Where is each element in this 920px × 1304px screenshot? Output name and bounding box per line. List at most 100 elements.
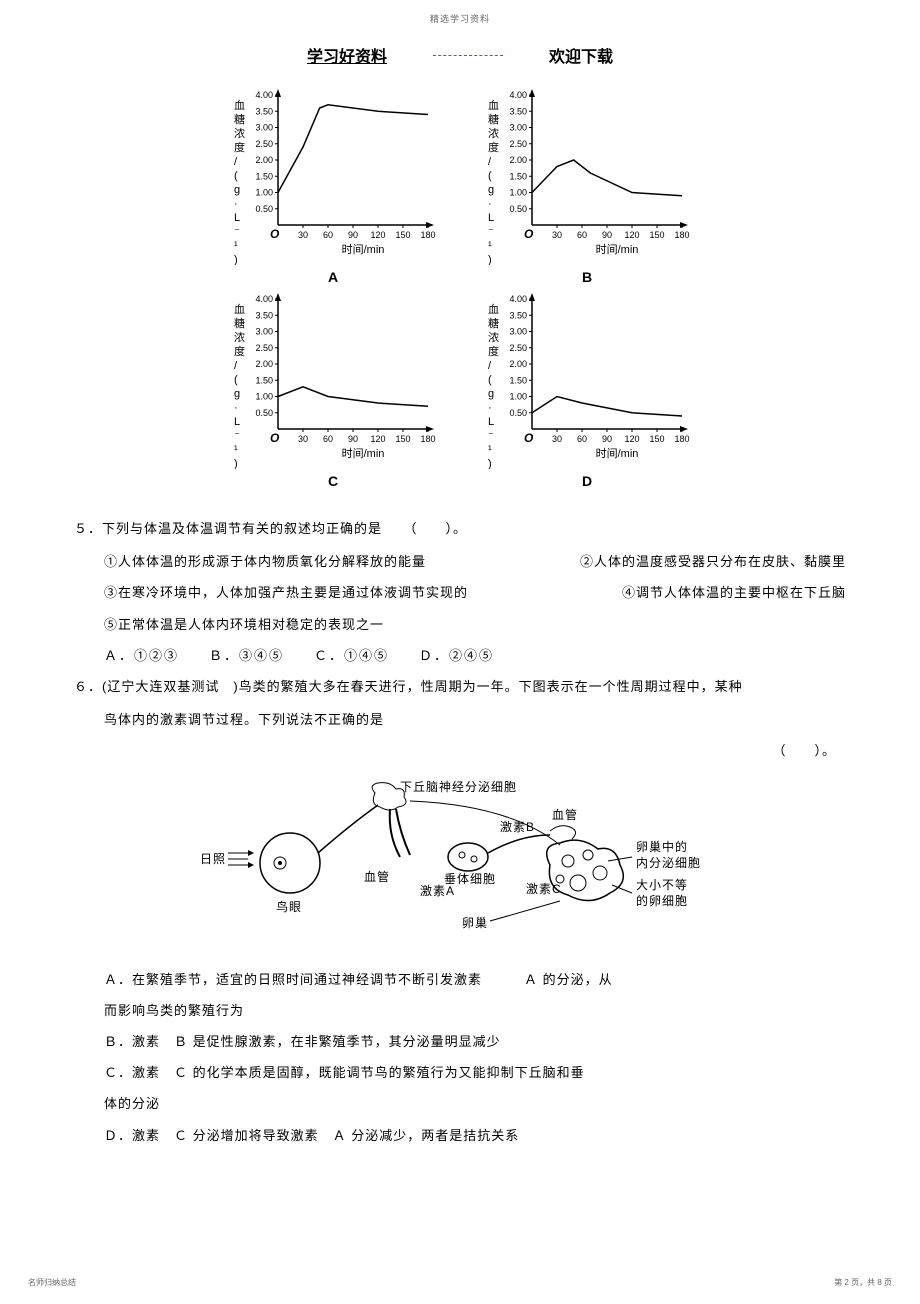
svg-text:/: / [488, 156, 492, 168]
svg-text:0.50: 0.50 [509, 408, 527, 418]
content: ５．下列与体温及体温调节有关的叙述均正确的是 （ ）。 ①人体体温的形成源于体内… [0, 493, 920, 1151]
svg-text:3.00: 3.00 [255, 123, 273, 133]
svg-text:0.50: 0.50 [509, 204, 527, 214]
svg-text:时间/min: 时间/min [596, 447, 639, 460]
sub-header-left: 学习好资料 [307, 43, 387, 67]
svg-text:激素B: 激素B [500, 820, 535, 834]
svg-text:2.00: 2.00 [255, 155, 273, 165]
chart-label-D: D [582, 473, 592, 489]
chart-label-A: A [328, 269, 338, 285]
svg-text:时间/min: 时间/min [342, 243, 385, 256]
svg-text:): ) [234, 254, 238, 265]
svg-text:浓: 浓 [488, 331, 499, 344]
svg-text:4.00: 4.00 [509, 294, 527, 304]
svg-text:糖: 糖 [234, 316, 245, 330]
svg-text:O: O [270, 227, 280, 241]
q6-stem2: 鸟体内的激素调节过程。下列说法不正确的是 [74, 704, 846, 735]
footer-right: 第 2 页，共 8 页 [834, 1277, 892, 1288]
svg-text:g: g [234, 388, 240, 400]
svg-text:60: 60 [323, 230, 333, 240]
svg-text:(: ( [234, 374, 238, 386]
svg-text:3.00: 3.00 [509, 327, 527, 337]
svg-text:3.50: 3.50 [255, 310, 273, 320]
svg-text:糖: 糖 [488, 316, 499, 330]
svg-text:⁻: ⁻ [234, 226, 240, 238]
svg-text:垂体细胞: 垂体细胞 [444, 872, 496, 886]
q6-b: Ｂ．激素 Ｂ 是促性腺激素，在非繁殖季节，其分泌量明显减少 [74, 1026, 846, 1057]
svg-text:⁻: ⁻ [234, 430, 240, 442]
svg-text:¹: ¹ [488, 444, 492, 456]
svg-text:): ) [488, 458, 492, 469]
q6-c2: 体的分泌 [74, 1088, 846, 1119]
dashed-divider [433, 55, 503, 56]
top-header: 精选学习资料 [0, 0, 920, 25]
q6-a: Ａ．在繁殖季节，适宜的日照时间通过神经调节不断引发激素 Ａ 的分泌，从 [74, 964, 846, 995]
svg-text:): ) [234, 458, 238, 469]
svg-text:1.00: 1.00 [509, 392, 527, 402]
svg-text:90: 90 [348, 230, 358, 240]
svg-text:激素A: 激素A [420, 884, 455, 898]
svg-text:120: 120 [624, 230, 639, 240]
svg-text:⁻: ⁻ [488, 430, 494, 442]
svg-text:·: · [488, 198, 492, 210]
svg-text:/: / [234, 360, 238, 372]
svg-text:2.50: 2.50 [255, 139, 273, 149]
svg-text:血管: 血管 [364, 869, 390, 884]
svg-text:2.50: 2.50 [255, 343, 273, 353]
svg-text:1.00: 1.00 [255, 392, 273, 402]
svg-text:1.50: 1.50 [255, 375, 273, 385]
svg-text:血: 血 [234, 98, 245, 112]
q6-c: Ｃ．激素 Ｃ 的化学本质是固醇，既能调节鸟的繁殖行为又能抑制下丘脑和垂 [74, 1057, 846, 1088]
svg-text:30: 30 [298, 230, 308, 240]
svg-text:卵巢中的: 卵巢中的 [636, 839, 688, 854]
svg-text:大小不等: 大小不等 [636, 878, 688, 892]
svg-text:180: 180 [420, 434, 435, 444]
svg-text:O: O [524, 431, 534, 445]
chart-D: 血糖浓度/(g·L⁻¹)0.501.001.502.002.503.003.50… [482, 289, 692, 489]
svg-text:L: L [488, 416, 494, 428]
q5-options: Ａ．①②③ Ｂ．③④⑤ Ｃ．①④⑤ Ｄ．②④⑤ [74, 640, 846, 671]
q5-s2: ②人体的温度感受器只分布在皮肤、黏膜里 [580, 546, 846, 577]
svg-text:150: 150 [649, 230, 664, 240]
svg-text:3.50: 3.50 [255, 106, 273, 116]
svg-text:3.00: 3.00 [509, 123, 527, 133]
svg-text:180: 180 [420, 230, 435, 240]
svg-text:日照: 日照 [200, 852, 226, 866]
svg-text:0.50: 0.50 [255, 204, 273, 214]
svg-text:0.50: 0.50 [255, 408, 273, 418]
q5-stem: ５．下列与体温及体温调节有关的叙述均正确的是 （ ）。 [74, 513, 846, 544]
chart-B: 血糖浓度/(g·L⁻¹)0.501.001.502.002.503.003.50… [482, 85, 692, 285]
svg-text:g: g [488, 184, 494, 196]
svg-text:O: O [270, 431, 280, 445]
q6-diagram: 日照鸟眼下丘脑神经分泌细胞血管激素A垂体细胞激素B血管卵巢激素C卵巢中的内分泌细… [74, 775, 846, 956]
svg-text:1.00: 1.00 [509, 188, 527, 198]
svg-text:血管: 血管 [552, 807, 578, 822]
svg-text:O: O [524, 227, 534, 241]
svg-text:g: g [488, 388, 494, 400]
chart-A: 血糖浓度/(g·L⁻¹)0.501.001.502.002.503.003.50… [228, 85, 438, 285]
q5-s3: ③在寒冷环境中，人体加强产热主要是通过体液调节实现的 [104, 577, 468, 608]
svg-text:·: · [234, 198, 238, 210]
svg-text:糖: 糖 [234, 112, 245, 126]
svg-text:180: 180 [674, 434, 689, 444]
footer-left: 名师归纳总结 [28, 1277, 76, 1288]
svg-text:/: / [488, 360, 492, 372]
svg-text:4.00: 4.00 [255, 294, 273, 304]
svg-text:3.50: 3.50 [509, 106, 527, 116]
svg-text:90: 90 [602, 230, 612, 240]
q5-s4: ④调节人体体温的主要中枢在下丘脑 [622, 577, 846, 608]
svg-text:¹: ¹ [234, 444, 238, 456]
svg-text:鸟眼: 鸟眼 [276, 899, 302, 914]
svg-text:·: · [488, 402, 492, 414]
svg-text:1.50: 1.50 [509, 375, 527, 385]
svg-text:60: 60 [577, 434, 587, 444]
svg-text:(: ( [488, 374, 492, 386]
svg-text:⁻: ⁻ [488, 226, 494, 238]
svg-text:30: 30 [552, 434, 562, 444]
svg-text:g: g [234, 184, 240, 196]
chart-C: 血糖浓度/(g·L⁻¹)0.501.001.502.002.503.003.50… [228, 289, 438, 489]
svg-text:血: 血 [488, 98, 499, 112]
svg-text:¹: ¹ [488, 240, 492, 252]
svg-text:3.00: 3.00 [255, 327, 273, 337]
svg-text:60: 60 [323, 434, 333, 444]
